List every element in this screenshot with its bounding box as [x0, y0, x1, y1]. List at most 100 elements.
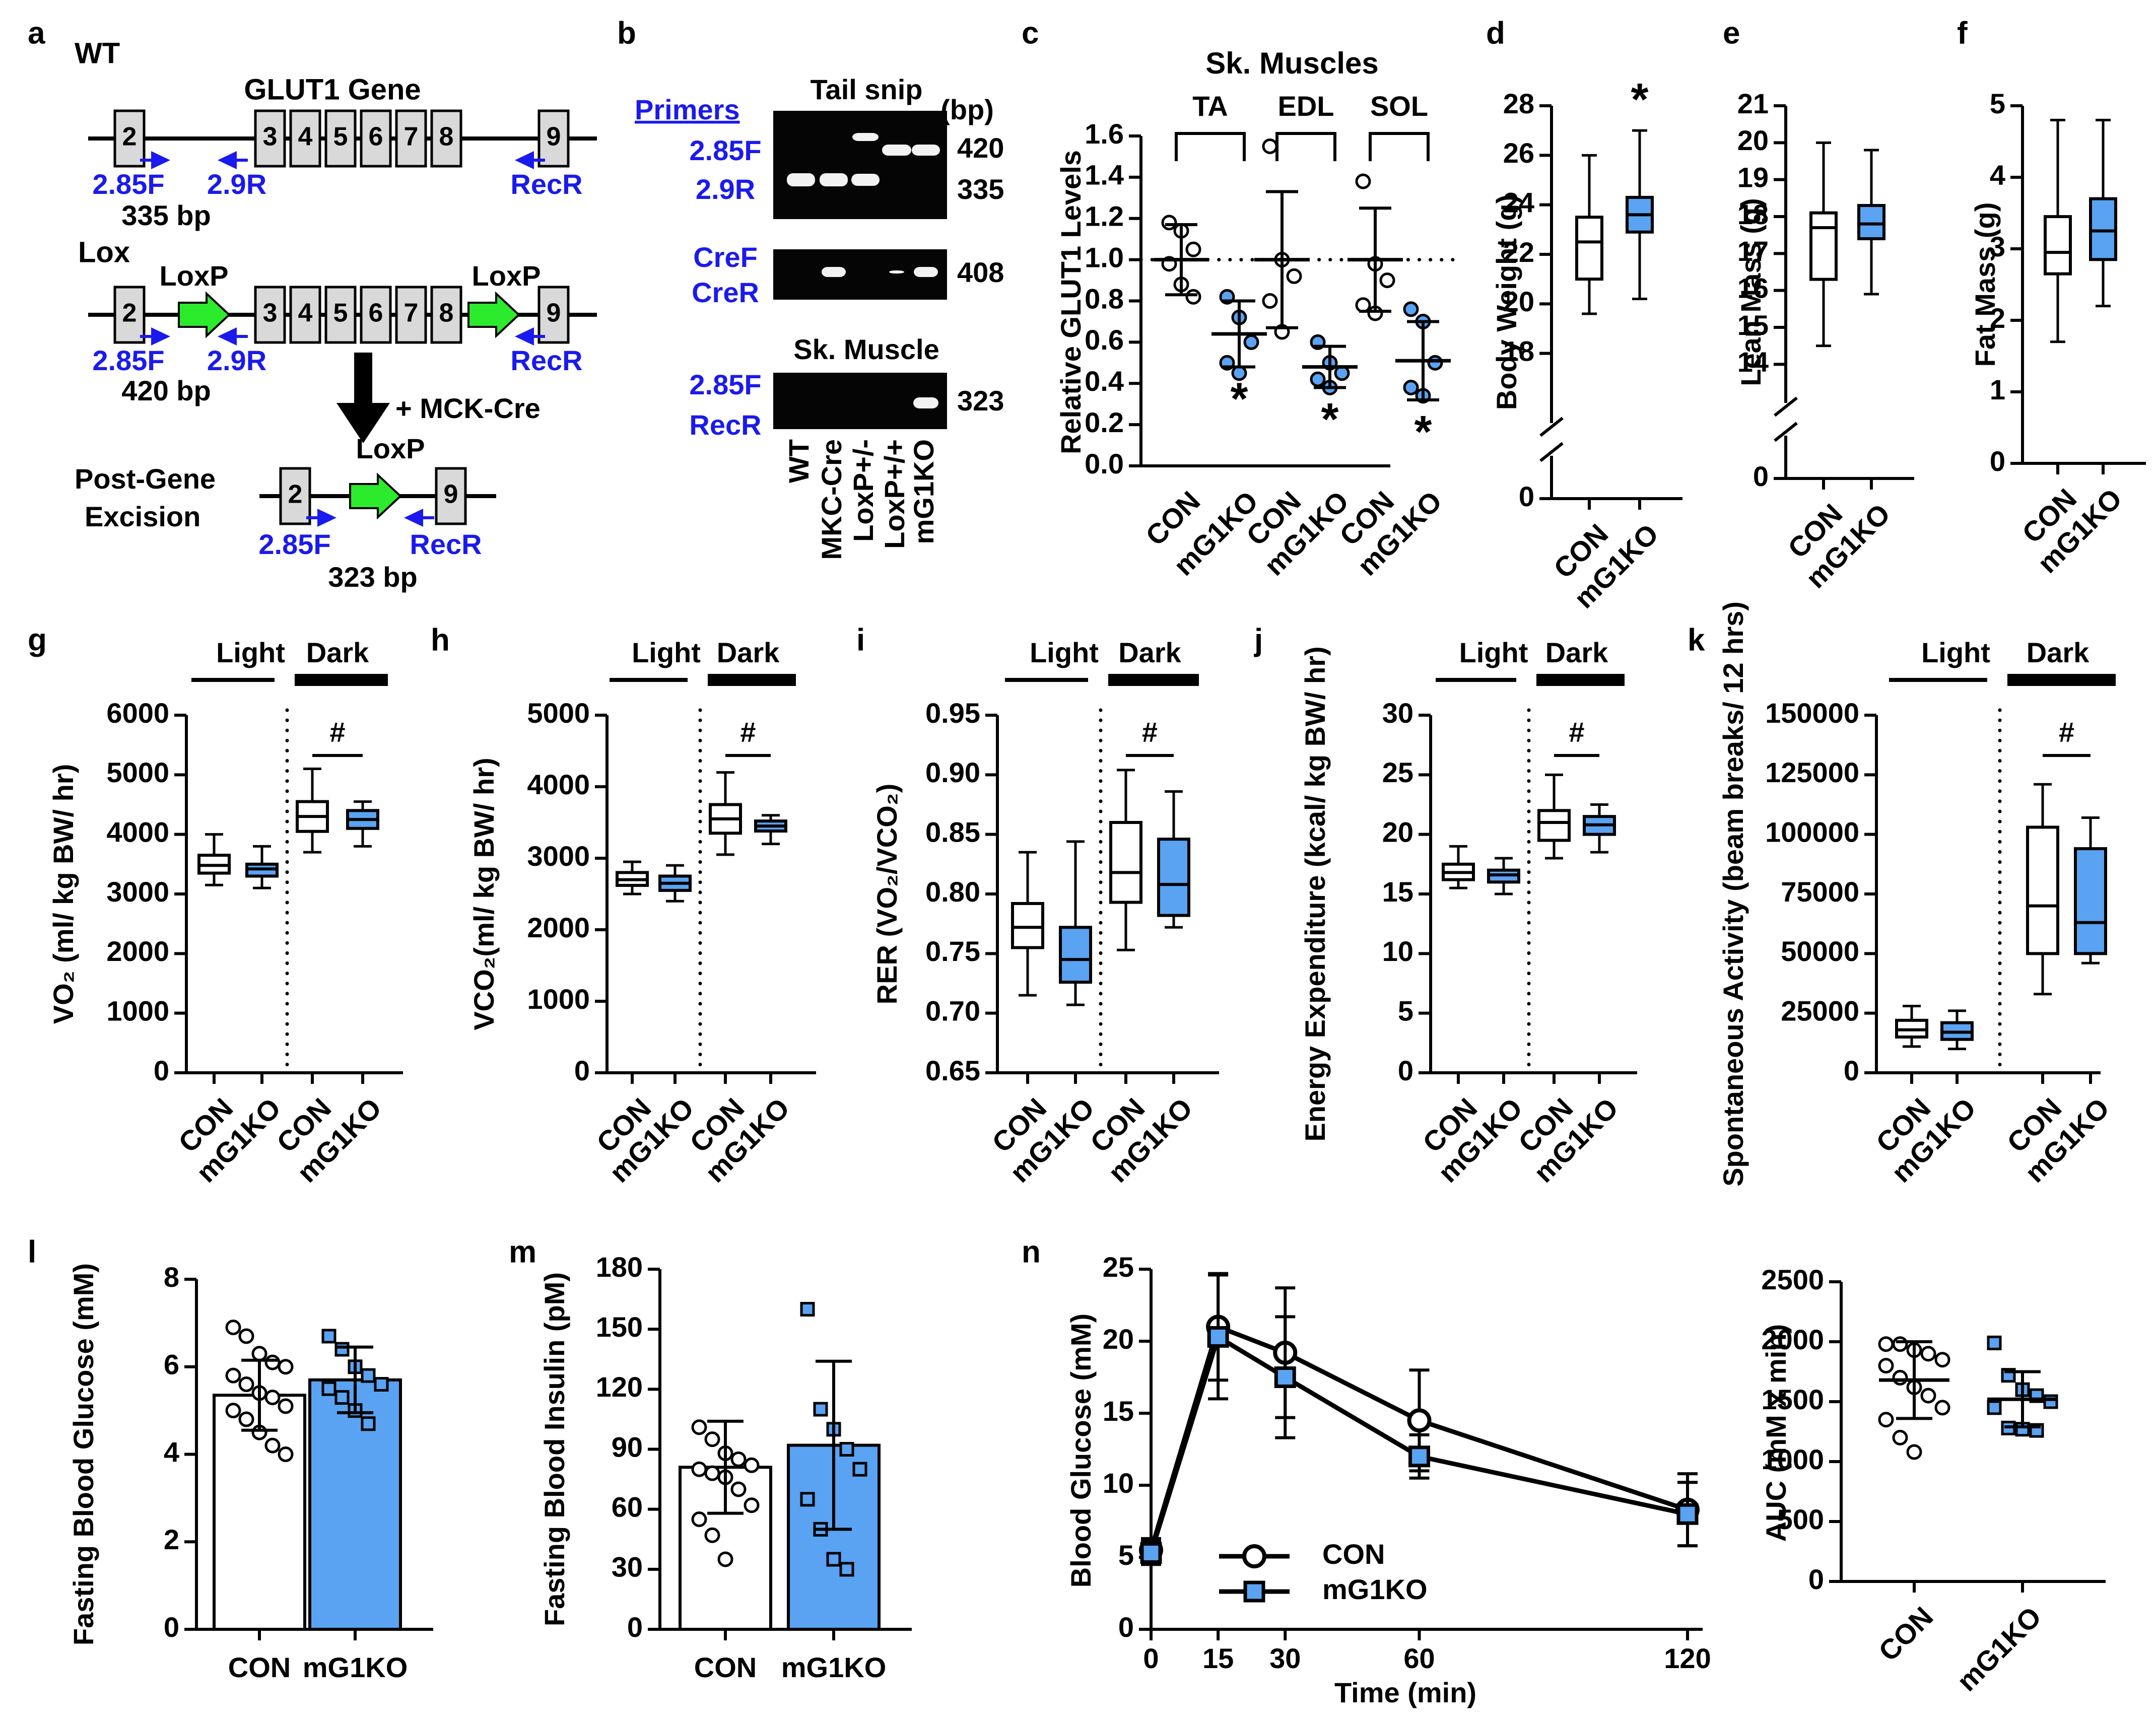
y-tick-label: 125000: [1765, 756, 1859, 788]
data-point: [251, 1346, 267, 1362]
rev-primer-arrow: [218, 151, 237, 169]
x-tick-label: 15: [1202, 1642, 1234, 1674]
primers-header: Primers: [635, 94, 740, 125]
y-tick-label: 0: [574, 1055, 590, 1086]
phase-dark: Dark: [1545, 637, 1608, 668]
y-tick-label: 3000: [527, 840, 590, 872]
y-tick-label: 1000: [527, 983, 590, 1015]
y-tick-label: 25: [1382, 756, 1413, 788]
panel-letter-a: a: [28, 16, 45, 50]
x-tick-label: 30: [1269, 1642, 1301, 1674]
panel-letter-j: j: [1254, 623, 1263, 657]
y-axis-label: Energy Expenditure (kcal/ kg BW/ hr): [1299, 646, 1331, 1141]
data-point: [278, 1398, 294, 1414]
data-point: [238, 1411, 254, 1427]
y-tick-label: 15: [1103, 1395, 1134, 1427]
data-point: [691, 1461, 707, 1477]
data-point: [1892, 1369, 1908, 1386]
lox-label: Lox: [78, 236, 130, 268]
panel-n-chart: 0 5 10 15 20 25 0 15 30 60 120 Time (min) Blood Gluc…: [1065, 1251, 1711, 1708]
fwd-primer-arrow: [151, 327, 170, 346]
panel-h-chart: 010002000300040005000CONmG1KOCONmG1KOVCO…: [468, 637, 816, 1189]
gene-title: GLUT1 Gene: [244, 73, 421, 106]
bp-420: 420 bp: [121, 375, 211, 406]
phase-dark: Dark: [717, 637, 780, 668]
data-point: [1934, 1352, 1950, 1368]
significance-hash: #: [740, 716, 756, 748]
y-tick-label: 0: [164, 1611, 179, 1643]
exon-label: 4: [298, 299, 313, 328]
panel-k-chart: 0250005000075000100000125000150000CONmG1…: [1717, 601, 2116, 1189]
x-tick-label: 60: [1403, 1642, 1435, 1674]
data-point: [238, 1328, 254, 1344]
dark-bar: [2007, 674, 2116, 686]
x-tick-label: CON: [228, 1651, 291, 1683]
size-335: 335: [957, 173, 1004, 205]
data-point: [1987, 1400, 2002, 1415]
y-tick-label: 28: [1503, 88, 1534, 119]
y-tick-label: 20: [1103, 1323, 1134, 1355]
y-tick-label: 1.6: [1085, 118, 1124, 150]
y-tick-label: 5000: [106, 756, 169, 788]
gel-band: [889, 270, 904, 273]
exon-box: [324, 109, 357, 168]
y-tick-label: 17: [1737, 235, 1769, 267]
y-tick-label: 1.2: [1085, 200, 1124, 232]
gel-band: [914, 267, 938, 277]
recr-primer-arrow: [404, 509, 423, 527]
mck-cre-label: + MCK-Cre: [395, 392, 541, 424]
group-label: TA: [1192, 90, 1228, 122]
data-point: [321, 1381, 336, 1396]
data-point: [691, 1511, 707, 1528]
primer-2.85F: 2.85F: [92, 168, 164, 200]
primer-RecR: RecR: [510, 344, 582, 376]
dark-bar: [295, 674, 388, 686]
phase-light: Light: [632, 637, 701, 668]
panel-letter-c: c: [1022, 16, 1039, 50]
y-tick-label: 3000: [106, 876, 169, 908]
y-tick-label: 150: [596, 1311, 643, 1343]
gel-band: [851, 174, 880, 186]
primer-2.9R: 2.9R: [207, 168, 266, 200]
marker-mg1ko: [1207, 1326, 1229, 1348]
primer-2.85F: 2.85F: [258, 528, 330, 560]
data-point: [278, 1446, 294, 1462]
exon-box: [113, 109, 146, 168]
data-point: [1161, 215, 1177, 231]
y-axis-label: Body Weight (g): [1491, 194, 1522, 410]
exon-box: [435, 467, 467, 525]
y-tick-label: 26: [1503, 137, 1534, 169]
fwd-primer-arrow: [317, 509, 336, 527]
y-tick-label: 50000: [1781, 935, 1859, 967]
cre-arrow-shaft: [354, 353, 372, 408]
exon-label: 3: [263, 122, 278, 152]
box-mg1ko: [1157, 838, 1190, 917]
y-tick-label: 21: [1737, 88, 1769, 119]
y-tick-label: 20: [1737, 124, 1769, 156]
box-con: [2044, 215, 2072, 275]
y-tick-label: 19: [1737, 161, 1769, 193]
y-axis-label: Fasting Blood Glucose (mM): [68, 1263, 99, 1645]
y-tick-label: 0: [1844, 1055, 1859, 1086]
y-tick-label: 2000: [1761, 1324, 1824, 1355]
y-axis-label: VCO₂(ml/ kg BW/ hr): [468, 757, 500, 1030]
legend-label: mG1KO: [1322, 1573, 1428, 1605]
exon-box: [395, 286, 427, 344]
gel1-primer-r: 2.9R: [696, 173, 755, 205]
panel-n-auc-chart: 0 500 1000 1500 2000 2500 CON mG1KO AUC (mM x mi…: [1760, 1264, 2106, 1697]
exon-box: [537, 109, 570, 168]
y-tick-label: 0.80: [925, 876, 980, 908]
data-point: [374, 1377, 389, 1392]
phase-light: Light: [1030, 637, 1099, 668]
size-408: 408: [957, 256, 1004, 288]
exon-box: [430, 109, 462, 168]
exon-label: 3: [263, 299, 278, 328]
x-tick-label: CON: [1872, 1601, 1939, 1668]
y-tick-label: 5000: [527, 697, 590, 729]
y-tick-label: 2000: [527, 912, 590, 943]
group-label: EDL: [1278, 90, 1334, 122]
exon-label: 2: [122, 122, 137, 152]
